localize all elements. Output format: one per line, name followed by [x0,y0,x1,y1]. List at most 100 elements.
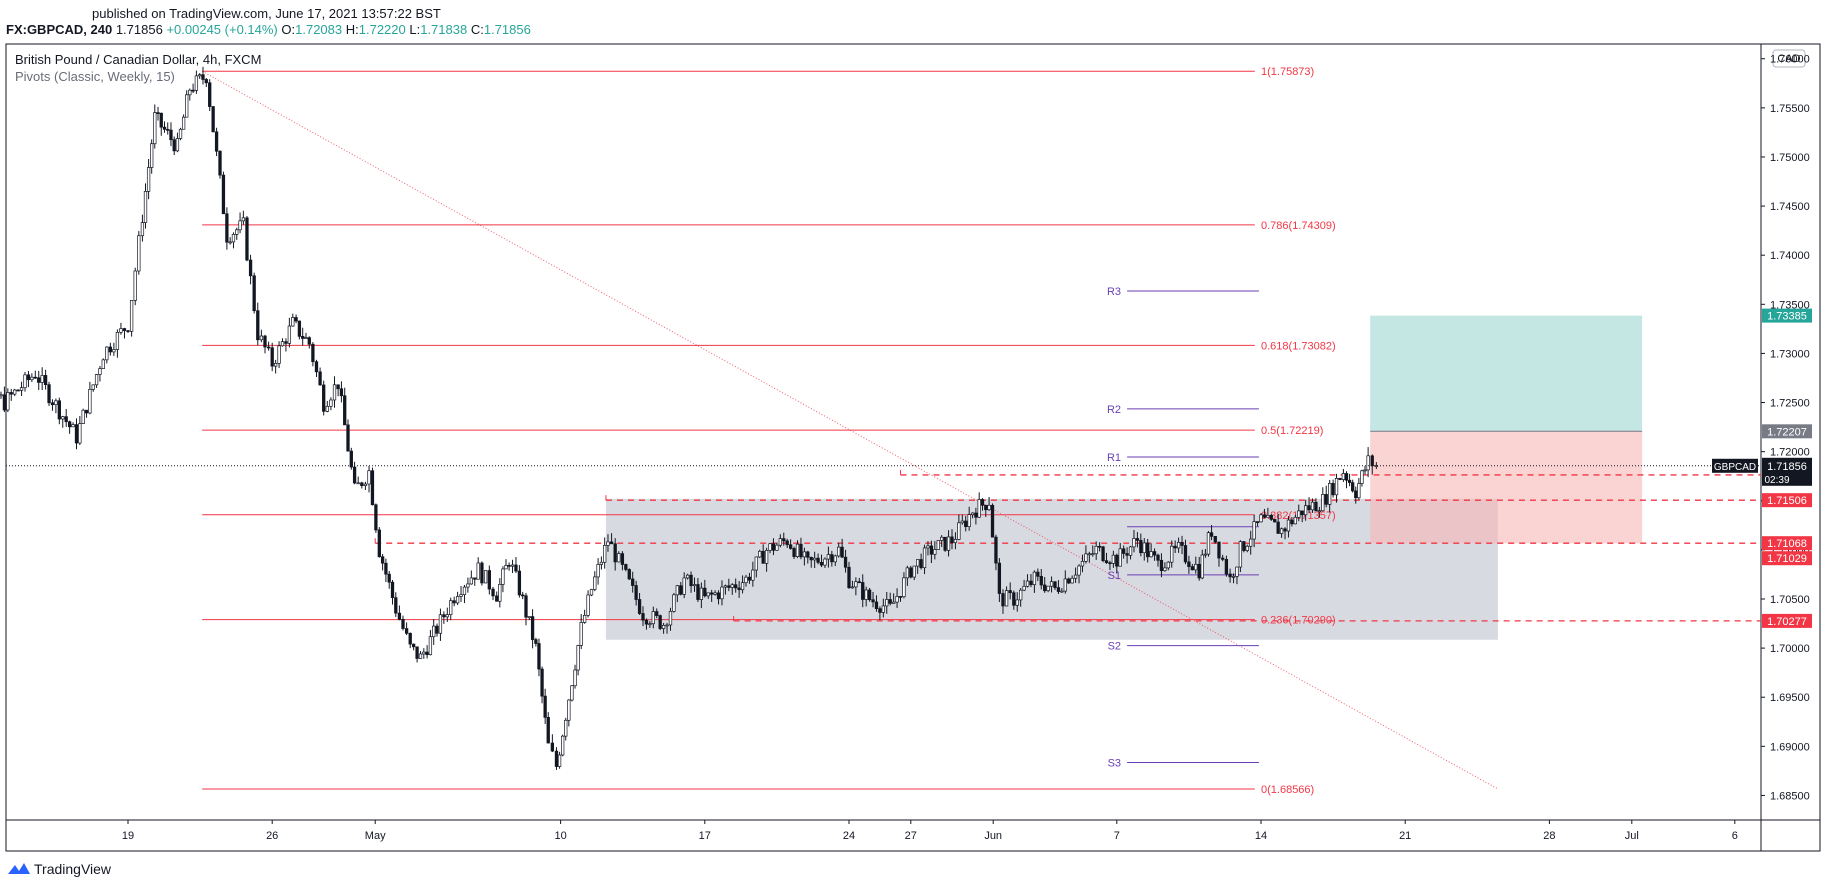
bull-candle-body [101,359,105,369]
candle [744,574,748,587]
bull-candle-body [1235,566,1239,577]
long-position[interactable] [1370,315,1643,544]
bear-candle-body [162,126,167,130]
candle [1180,535,1184,555]
candle [727,578,731,592]
bear-candle-body [473,577,477,580]
candle [682,572,686,599]
bear-candle-body [1173,545,1177,549]
candle [1252,515,1256,548]
candle [661,622,666,634]
bear-candle-body [57,400,61,420]
bull-candle-body [332,384,337,401]
publish-info: published on TradingView.com, June 17, 2… [92,6,441,21]
time-tick-label: Jun [984,830,1002,842]
bull-candle-body [277,345,281,364]
candle [703,579,707,598]
candle [133,267,137,306]
candle [606,534,610,552]
support-resistance-lines[interactable] [374,469,1761,622]
bull-candle-body [1328,482,1332,505]
bull-candle-body [54,400,58,406]
candle [449,597,453,621]
candle [235,227,239,240]
candle [1213,536,1217,544]
bull-candle-body [469,577,473,585]
bear-candle-body [322,384,326,412]
candle [339,381,344,403]
candle [1049,576,1054,593]
candle [1351,479,1355,493]
candle [61,415,65,428]
bull-candle-body [273,362,278,367]
bull-candle-body [926,545,930,549]
bull-candle-body [115,332,120,350]
bear-candle-body [159,112,163,128]
candle [864,586,868,607]
high-label: H: [345,22,359,37]
bull-candle-body [1111,554,1116,564]
pivot-label: R2 [1107,404,1121,416]
bull-candle-body [579,622,583,646]
candle [1331,479,1335,498]
candle [898,596,903,602]
bear-candle-body [397,612,402,620]
candle [245,215,249,262]
candle [960,514,964,525]
bull-candle-body [573,669,577,687]
candle [1273,518,1277,523]
bear-candle-body [208,82,212,107]
candle [140,214,145,242]
bear-candle-body [1146,542,1150,558]
bull-candle-body [228,241,232,244]
candle [435,623,439,637]
candle [823,557,827,569]
bull-candle-body [1194,563,1198,571]
candle [795,540,800,559]
candle [648,620,652,628]
bull-candle-body [823,558,827,566]
fibonacci-retracement[interactable]: 1(1.75873) 0.786(1.74309) 0.618(1.73082) 0.… [202,66,1336,796]
bear-candle-body [785,540,789,546]
candle [1122,545,1126,559]
candle [412,643,416,651]
stop-zone[interactable] [1370,431,1643,544]
candle [422,648,426,659]
candle [491,586,495,601]
bear-candle-body [771,543,776,551]
bear-candle-body [1347,479,1352,483]
bear-candle-body [1101,546,1105,561]
target-zone[interactable] [1370,315,1643,432]
trend-line[interactable] [201,70,1499,790]
bull-candle-body [744,576,748,584]
tradingview-logo[interactable]: TradingView [8,861,111,877]
bull-candle-body [570,685,574,701]
trend-line-segment[interactable] [201,70,1499,790]
bear-candle-body [1217,541,1221,559]
time-tick-label: 7 [1114,830,1120,842]
candle [153,104,157,149]
current-price-text: 1.71856 [1767,461,1807,473]
bear-candle-body [1159,559,1164,572]
bear-candle-body [108,346,112,353]
bear-candle-body [847,566,851,589]
candle [119,322,123,335]
candle [1004,586,1009,607]
bear-candle-body [377,529,381,558]
candle [1255,521,1260,527]
bull-candle-body [1080,561,1085,567]
bull-candle-body [0,394,3,397]
bull-candle-body [1118,548,1122,567]
candle [867,587,872,602]
bull-candle-body [576,645,580,671]
bull-candle-body [188,89,192,96]
candle [363,481,368,491]
bear-candle-body [360,482,364,486]
time-axis[interactable]: 19 26 May 10 17 24 27 Jun 7 14 21 28 Jul 6 [122,820,1738,842]
bull-candle-body [599,561,604,565]
bull-candle-body [1238,541,1243,568]
candle [974,507,978,525]
candle [929,540,934,564]
chart-title: British Pound / Canadian Dollar, 4h, FXC… [15,52,261,67]
